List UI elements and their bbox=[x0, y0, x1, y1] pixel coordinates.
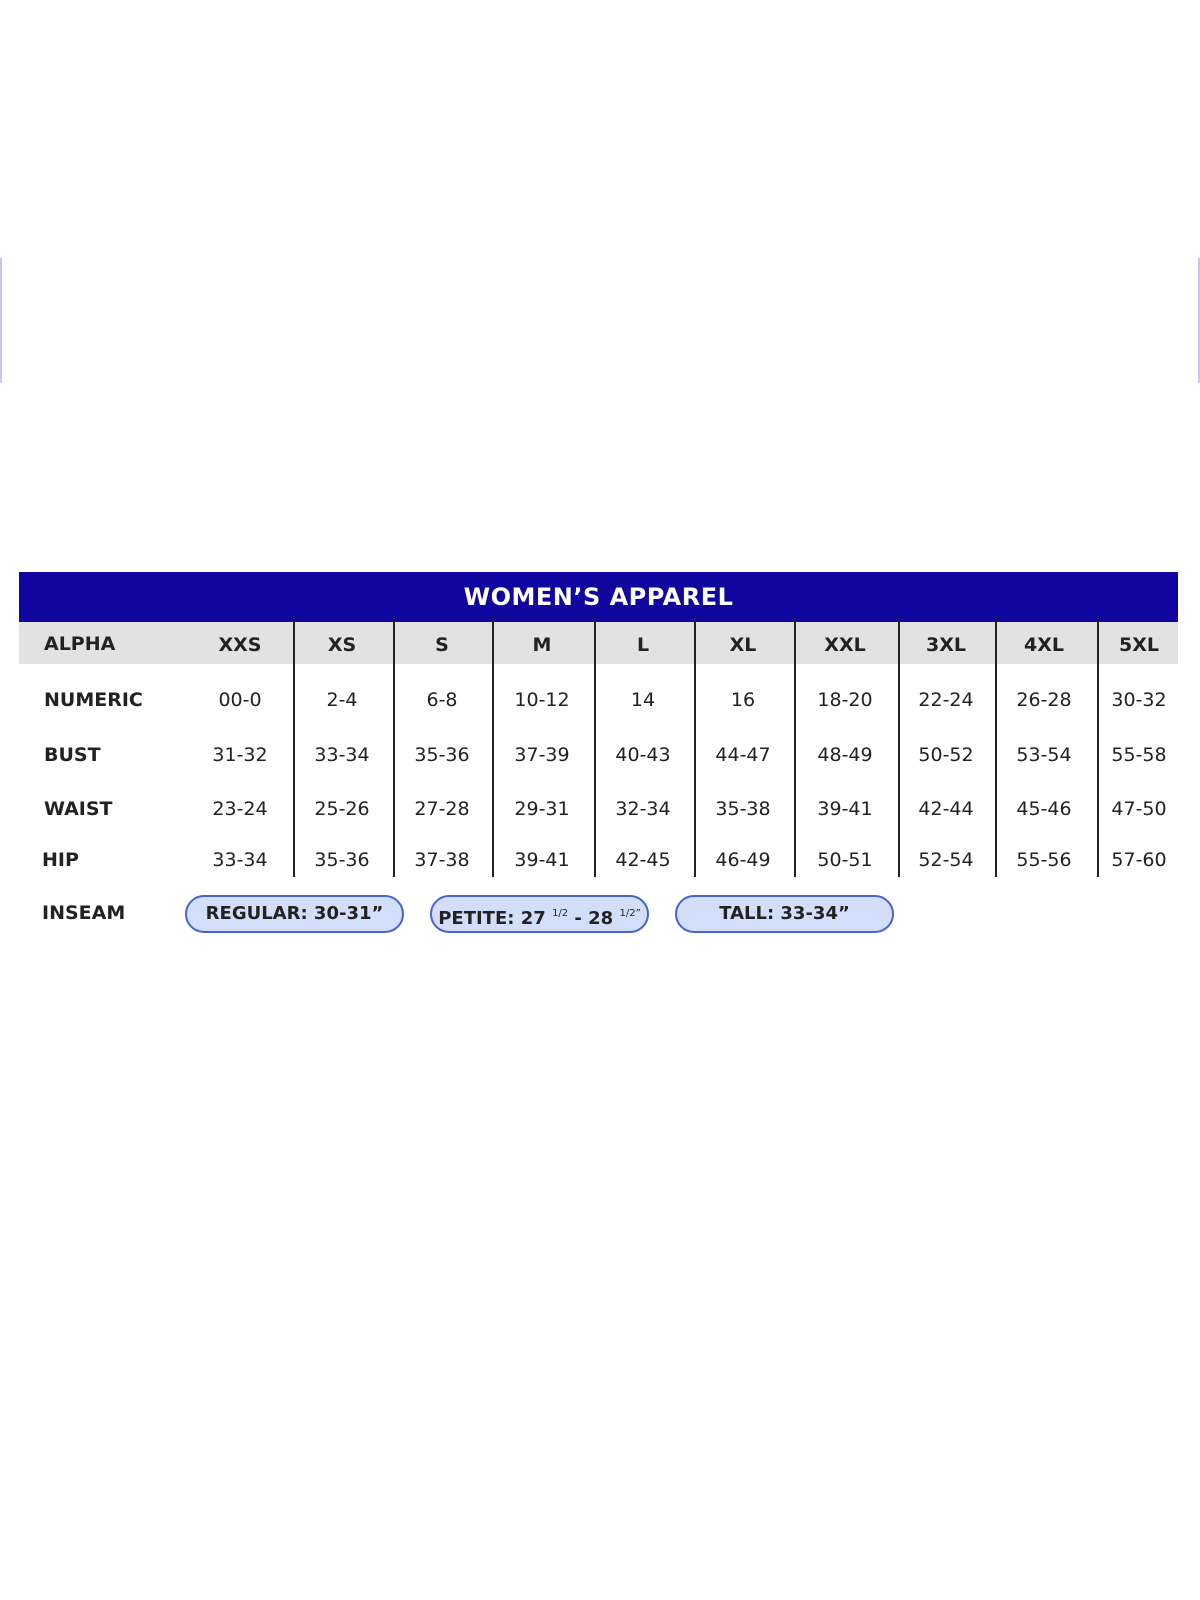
table-cell: 14 bbox=[630, 689, 656, 711]
inseam-tall-pill: TALL: 33-34” bbox=[675, 895, 894, 933]
table-cell: 00-0 bbox=[218, 689, 262, 711]
size-header: 4XL bbox=[1024, 634, 1064, 656]
table-cell: 40-43 bbox=[615, 744, 671, 766]
table-cell: 30-32 bbox=[1111, 689, 1167, 711]
size-header: M bbox=[532, 634, 552, 656]
table-cell: 45-46 bbox=[1016, 798, 1072, 820]
table-cell: 29-31 bbox=[514, 798, 570, 820]
right-edge-mark bbox=[1198, 258, 1200, 383]
table-cell: 39-41 bbox=[514, 849, 570, 871]
table-cell: 55-58 bbox=[1111, 744, 1167, 766]
table-cell: 18-20 bbox=[817, 689, 873, 711]
inseam-label: INSEAM bbox=[42, 902, 126, 924]
petite-text-mid: - 28 bbox=[568, 908, 614, 929]
inseam-petite-pill: PETITE: 27 1/2 - 28 1/2” bbox=[430, 895, 649, 933]
table-cell: 35-36 bbox=[314, 849, 370, 871]
table-cell: 33-34 bbox=[314, 744, 370, 766]
table-cell: 2-4 bbox=[326, 689, 358, 711]
petite-fraction: 1/2 bbox=[552, 908, 569, 919]
table-cell: 25-26 bbox=[314, 798, 370, 820]
table-cell: 47-50 bbox=[1111, 798, 1167, 820]
size-header: 5XL bbox=[1119, 634, 1159, 656]
table-cell: 31-32 bbox=[212, 744, 268, 766]
table-cell: 42-44 bbox=[918, 798, 974, 820]
table-cell: 46-49 bbox=[715, 849, 771, 871]
table-cell: 37-39 bbox=[514, 744, 570, 766]
table-cell: 57-60 bbox=[1111, 849, 1167, 871]
petite-text: PETITE: 27 bbox=[438, 908, 546, 929]
size-header: XXL bbox=[824, 634, 866, 656]
table-cell: 55-56 bbox=[1016, 849, 1072, 871]
column-divider bbox=[594, 618, 596, 877]
column-divider bbox=[694, 618, 696, 877]
petite-fraction-2: 1/2” bbox=[619, 908, 641, 919]
header-label: ALPHA bbox=[44, 633, 116, 655]
size-header: 3XL bbox=[926, 634, 966, 656]
table-cell: 23-24 bbox=[212, 798, 268, 820]
column-divider bbox=[794, 618, 796, 877]
row-label: WAIST bbox=[44, 798, 113, 820]
row-label: NUMERIC bbox=[44, 689, 143, 711]
table-cell: 27-28 bbox=[414, 798, 470, 820]
table-cell: 32-34 bbox=[615, 798, 671, 820]
table-cell: 26-28 bbox=[1016, 689, 1072, 711]
table-cell: 6-8 bbox=[426, 689, 458, 711]
header-row bbox=[19, 622, 1178, 664]
inseam-regular: REGULAR: 30-31” bbox=[205, 903, 384, 924]
size-header: L bbox=[636, 634, 650, 656]
table-cell: 50-51 bbox=[817, 849, 873, 871]
left-edge-mark bbox=[0, 258, 2, 383]
row-label: BUST bbox=[44, 744, 101, 766]
column-divider bbox=[898, 618, 900, 877]
chart-title: WOMEN’S APPAREL bbox=[19, 572, 1178, 622]
table-cell: 42-45 bbox=[615, 849, 671, 871]
table-cell: 50-52 bbox=[918, 744, 974, 766]
table-cell: 44-47 bbox=[715, 744, 771, 766]
column-divider bbox=[995, 618, 997, 877]
table-cell: 37-38 bbox=[414, 849, 470, 871]
size-header: XL bbox=[729, 634, 757, 656]
inseam-tall: TALL: 33-34” bbox=[719, 903, 850, 924]
table-cell: 22-24 bbox=[918, 689, 974, 711]
column-divider bbox=[492, 618, 494, 877]
inseam-regular-pill: REGULAR: 30-31” bbox=[185, 895, 404, 933]
table-cell: 53-54 bbox=[1016, 744, 1072, 766]
table-cell: 48-49 bbox=[817, 744, 873, 766]
table-cell: 35-38 bbox=[715, 798, 771, 820]
column-divider bbox=[1097, 618, 1099, 877]
column-divider bbox=[393, 618, 395, 877]
table-cell: 39-41 bbox=[817, 798, 873, 820]
table-cell: 52-54 bbox=[918, 849, 974, 871]
size-header: XXS bbox=[218, 634, 262, 656]
table-cell: 10-12 bbox=[514, 689, 570, 711]
row-label: HIP bbox=[42, 849, 79, 871]
column-divider bbox=[293, 618, 295, 877]
table-cell: 16 bbox=[730, 689, 756, 711]
size-header: S bbox=[435, 634, 449, 656]
size-header: XS bbox=[327, 634, 357, 656]
table-cell: 35-36 bbox=[414, 744, 470, 766]
table-cell: 33-34 bbox=[212, 849, 268, 871]
